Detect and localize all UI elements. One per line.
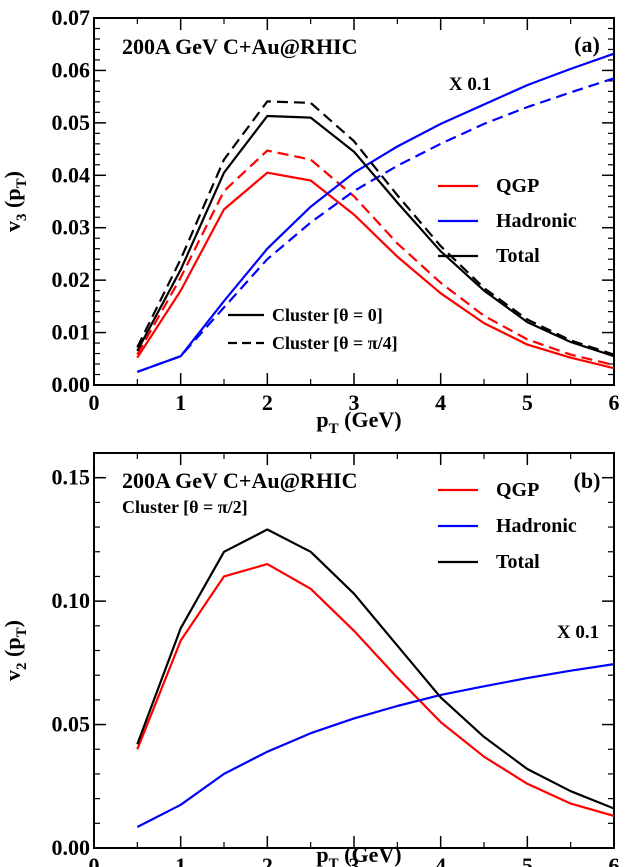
x-tick-label: 0 — [89, 390, 100, 415]
series-group — [137, 530, 614, 828]
x-tick-label: 5 — [522, 853, 533, 867]
chart-title: 200A GeV C+Au@RHIC — [122, 34, 358, 59]
y-axis-label-paren-sub: T — [14, 178, 30, 188]
y-axis-label: v3 (pT) — [0, 171, 30, 232]
y-axis-label-main: v — [0, 670, 25, 681]
y-axis-label-main: v — [0, 221, 25, 232]
y-tick-label: 0.06 — [52, 57, 91, 82]
y-tick-label: 0.03 — [52, 215, 91, 240]
series-line-total-solid — [137, 530, 614, 809]
legend-label: QGP — [496, 175, 539, 197]
x-tick-label: 2 — [262, 853, 273, 867]
legend-label: Total — [496, 245, 540, 267]
x-axis-label-unit: (GeV) — [339, 407, 402, 432]
y-axis-label-paren-sub: T — [14, 627, 30, 637]
legend-label: Total — [496, 551, 540, 573]
legend-style-label: Cluster [θ = π/4] — [272, 333, 398, 353]
panel-label: (b) — [574, 468, 601, 493]
x-tick-label: 6 — [609, 853, 620, 867]
x-axis-label-sub: T — [329, 421, 339, 437]
x-tick-label: 6 — [609, 390, 620, 415]
legend-style-label: Cluster [θ = 0] — [272, 305, 383, 325]
series-line-hadronic-solid — [137, 664, 614, 827]
y-axis-label-paren: (p — [0, 637, 25, 662]
y-axis-label: v2 (pT) — [0, 620, 30, 681]
y-axis-label-paren-close: ) — [0, 620, 25, 627]
x-axis-label-sub: T — [329, 856, 339, 867]
y-tick-label: 0.00 — [52, 835, 91, 860]
plot-frame — [94, 18, 614, 385]
x-axis-label-main: p — [316, 842, 328, 867]
scale-annotation: X 0.1 — [449, 74, 491, 95]
legend-label: Hadronic — [496, 515, 577, 537]
x-tick-label: 4 — [435, 853, 446, 867]
y-axis-label-paren-close: ) — [0, 171, 25, 178]
y-axis-label-paren: (p — [0, 188, 25, 213]
y-tick-label: 0.02 — [52, 267, 91, 292]
chart-panel-a: 0 1 2 3 4 5 6 0.00 0.01 0.02 0.03 0.04 0.05 0.06 0.07 (… — [0, 5, 620, 437]
chart-panel-b: 0 1 2 3 4 5 60.000.050.100.15 (b)200A GeV C+Au@… — [0, 453, 620, 867]
x-tick-label: 1 — [175, 853, 186, 867]
x-axis-label: pT (GeV) — [316, 842, 401, 867]
x-axis-label-main: p — [316, 407, 328, 432]
scale-annotation: X 0.1 — [557, 622, 599, 643]
y-axis-label-sub: 2 — [14, 662, 30, 670]
x-tick-label: 4 — [435, 390, 446, 415]
y-tick-label: 0.00 — [52, 372, 91, 397]
x-axis-label: pT (GeV) — [316, 407, 401, 437]
y-tick-label: 0.04 — [52, 162, 91, 187]
y-tick-label: 0.05 — [52, 712, 91, 737]
legend-label: Hadronic — [496, 210, 577, 232]
x-tick-label: 2 — [262, 390, 273, 415]
x-tick-label: 1 — [175, 390, 186, 415]
series-line-qgp-solid — [137, 564, 614, 816]
y-tick-label: 0.01 — [52, 320, 91, 345]
y-tick-label: 0.05 — [52, 110, 91, 135]
y-axis-label-sub: 3 — [14, 213, 30, 221]
x-tick-label: 0 — [89, 853, 100, 867]
x-tick-label: 5 — [522, 390, 533, 415]
y-tick-label: 0.07 — [52, 5, 91, 30]
y-tick-label: 0.15 — [52, 465, 91, 490]
legend-label: QGP — [496, 479, 539, 501]
x-axis-label-unit: (GeV) — [339, 842, 402, 867]
chart-subtitle: Cluster [θ = π/2] — [122, 497, 248, 517]
chart-title: 200A GeV C+Au@RHIC — [122, 468, 358, 493]
panel-label: (a) — [574, 32, 600, 57]
y-tick-label: 0.10 — [52, 588, 91, 613]
